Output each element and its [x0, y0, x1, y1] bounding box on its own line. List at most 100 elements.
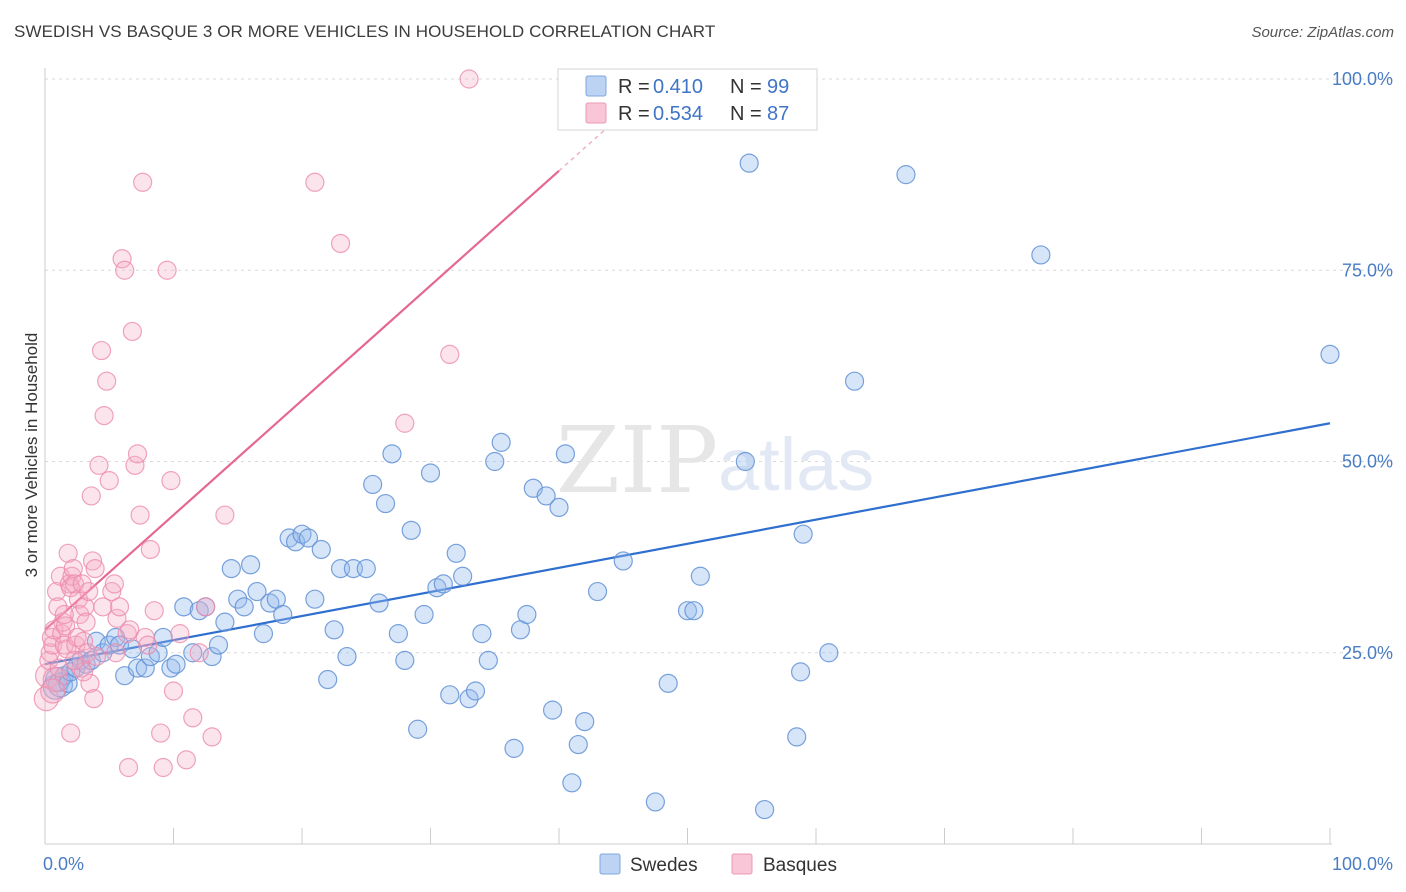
swedes-point-95: [790, 662, 811, 682]
basques-point-58: [135, 627, 155, 648]
swedes-point-77: [536, 486, 556, 506]
basques-point-48: [109, 597, 130, 617]
swedes-point-84: [587, 581, 608, 602]
legend-n-label-2: N =: [730, 103, 762, 125]
basques-point-57: [133, 172, 153, 192]
swedes-point-56: [388, 624, 408, 644]
basques-point-43: [97, 371, 117, 391]
swedes-point-59: [408, 719, 428, 739]
basques-point-67: [176, 750, 196, 770]
swedes-point-23: [166, 654, 186, 674]
swedes-point-73: [504, 738, 524, 758]
swedes-point-18: [135, 658, 155, 678]
scatter-points: [33, 69, 1340, 820]
swedes-point-36: [253, 624, 274, 644]
bottom-legend-swatch-basques: [731, 853, 753, 875]
swedes-point-100: [1031, 245, 1051, 265]
swedes-point-52: [363, 474, 383, 495]
swedes-point-72: [491, 432, 511, 452]
swedes-point-22: [161, 658, 181, 678]
swedes-point-58: [401, 520, 421, 540]
swedes-point-57: [395, 650, 415, 671]
legend-r-value-2: 0.534: [653, 103, 703, 125]
swedes-point-60: [414, 604, 434, 625]
basques-point-54: [125, 455, 145, 475]
bottom-legend-basques: Basques: [763, 855, 837, 876]
watermark: ZIP atlas: [556, 407, 874, 514]
legend-swatch-swedes: [585, 75, 607, 97]
basques-point-82: [118, 757, 139, 778]
basques-point-20: [62, 566, 82, 586]
bottom-legend: Swedes Basques: [599, 853, 837, 876]
basques-point-47: [107, 608, 127, 628]
basques-point-65: [163, 681, 184, 701]
swedes-point-93: [754, 799, 775, 820]
swedes-point-20: [148, 643, 168, 663]
basques-point-10: [49, 658, 69, 678]
basques-point-69: [196, 597, 216, 617]
swedes-point-92: [739, 153, 759, 173]
swedes-point-17: [127, 658, 148, 678]
basques-point-72: [305, 172, 325, 192]
swedes-point-69: [472, 624, 492, 644]
swedes-point-43: [298, 528, 319, 548]
swedes-point-82: [568, 734, 588, 755]
swedes-point-68: [465, 681, 486, 701]
y-tick-label-1: 50.0%: [1342, 452, 1393, 472]
swedes-point-24: [174, 597, 194, 617]
swedes-point-91: [735, 451, 755, 472]
legend-n-value-1: 99: [767, 76, 789, 98]
basques-point-37: [84, 689, 104, 709]
chart-source: Source: ZipAtlas.com: [1251, 24, 1394, 41]
swedes-point-44: [305, 589, 325, 609]
basques-point-28: [72, 574, 92, 594]
basques-point-33: [79, 581, 99, 602]
swedes-point-7: [71, 650, 91, 671]
legend-swatch-basques: [585, 102, 607, 124]
basques-point-76: [459, 69, 479, 89]
swedes-point-46: [318, 669, 338, 690]
y-tick-label-3: 100.0%: [1332, 69, 1393, 89]
basques-point-46: [104, 574, 124, 594]
swedes-point-85: [613, 551, 633, 571]
x-tick-label-0: 0.0%: [43, 854, 84, 874]
swedes-point-41: [285, 532, 306, 552]
swedes-point-94: [787, 727, 807, 747]
swedes-point-33: [234, 597, 254, 617]
basques-point-66: [170, 624, 190, 644]
swedes-point-29: [208, 635, 229, 655]
basques-point-21: [63, 558, 83, 579]
swedes-point-87: [658, 673, 678, 693]
basques-point-53: [122, 321, 142, 342]
basques-point-35: [81, 486, 101, 506]
basques-point-75: [440, 344, 460, 364]
basques-point-50: [115, 260, 135, 280]
swedes-point-25: [183, 643, 203, 663]
basques-point-61: [151, 723, 171, 743]
swedes-point-101: [1320, 344, 1340, 364]
swedes-point-89: [684, 601, 704, 621]
swedes-point-96: [793, 524, 813, 544]
basques-point-70: [202, 727, 222, 747]
swedes-point-32: [228, 589, 248, 609]
bottom-legend-swatch-swedes: [599, 853, 621, 875]
basques-point-45: [102, 581, 122, 602]
trend-lines: [44, 124, 1331, 666]
swedes-point-61: [420, 463, 441, 483]
basques-point-64: [161, 471, 181, 491]
chart-title: SWEDISH VS BASQUE 3 OR MORE VEHICLES IN …: [14, 22, 716, 41]
swedes-point-64: [440, 685, 460, 705]
swedes-point-75: [517, 604, 537, 625]
swedes-point-51: [356, 558, 376, 579]
trend-line-basques: [44, 169, 560, 631]
basques-point-39: [86, 646, 107, 667]
basques-point-59: [138, 635, 158, 655]
swedes-point-66: [453, 566, 473, 586]
bottom-legend-swedes: Swedes: [630, 855, 698, 876]
basques-point-81: [183, 708, 203, 728]
basques-point-83: [93, 597, 113, 617]
swedes-point-63: [433, 574, 453, 594]
x-tick-labels: 0.0% 100.0%: [43, 854, 1393, 874]
legend: R = 0.410 N = 99 R = 0.534 N = 87: [557, 68, 818, 131]
basques-point-49: [112, 249, 132, 269]
